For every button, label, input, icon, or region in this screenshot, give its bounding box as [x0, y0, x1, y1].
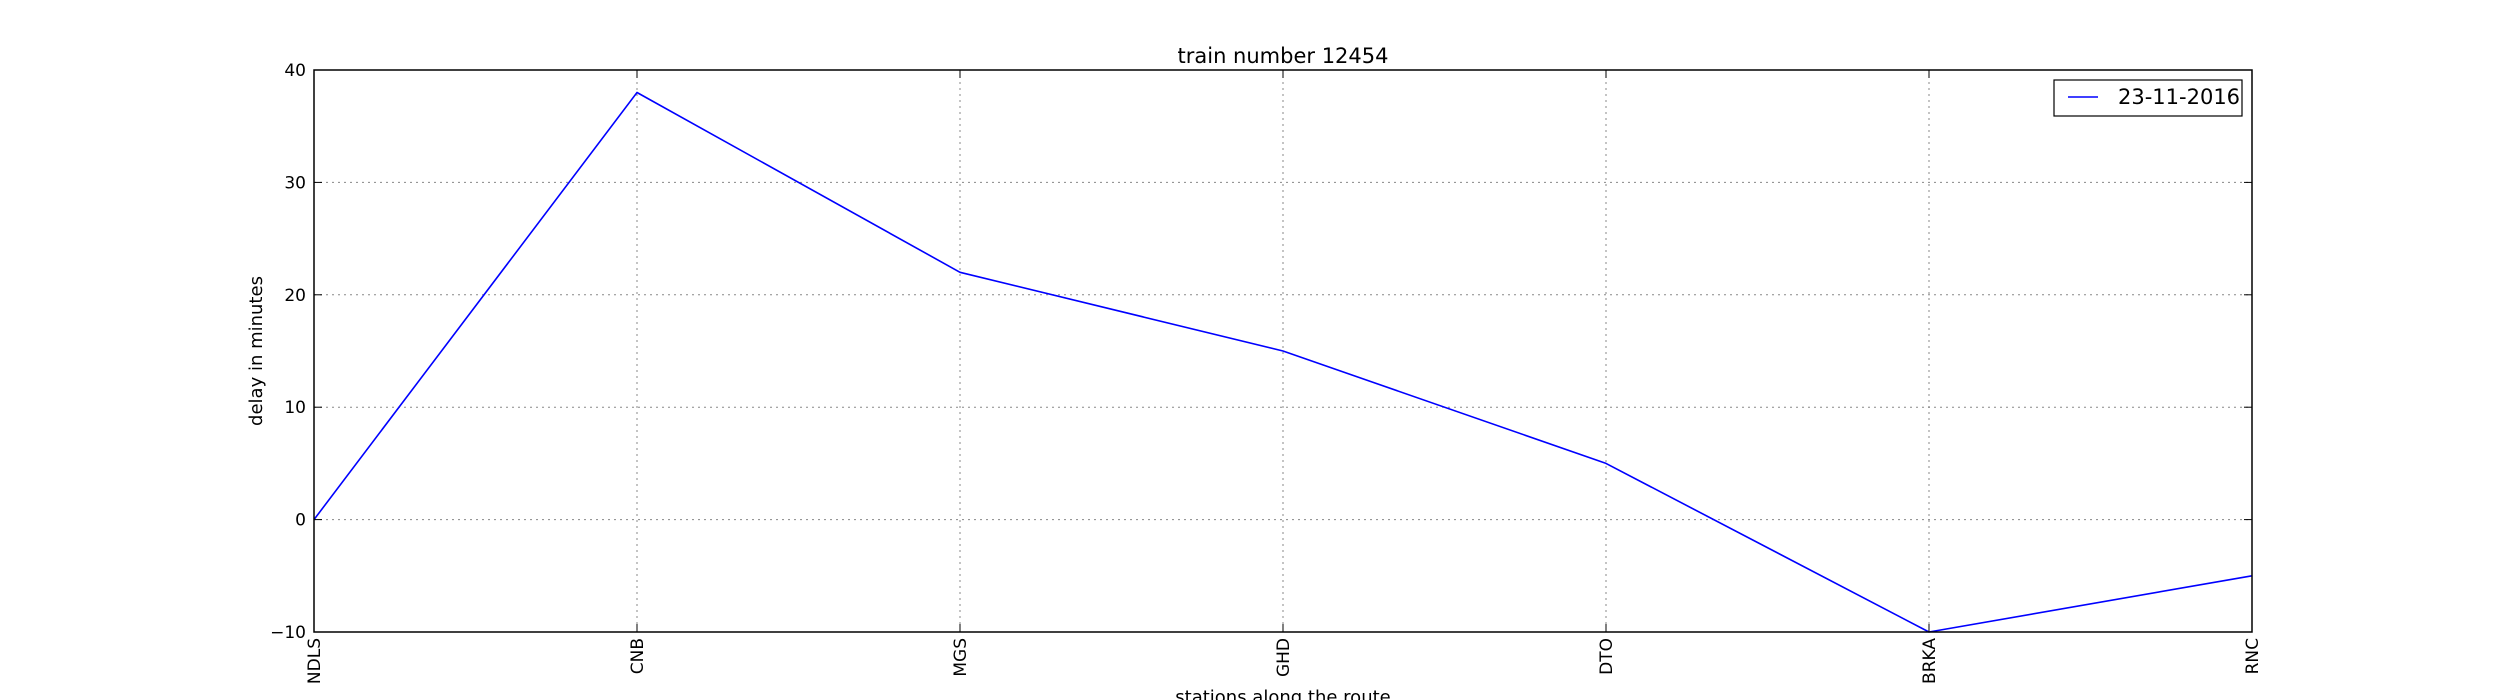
y-tick-label: 40 [284, 61, 306, 81]
y-axis: −10 0 10 20 30 40 [270, 61, 2252, 643]
legend: 23-11-2016 [2053, 79, 2243, 117]
legend-box [2053, 79, 2243, 117]
y-axis-label: delay in minutes [246, 276, 267, 426]
x-tick-label: MGS [951, 638, 971, 677]
x-tick-label: RNC [2243, 638, 2263, 674]
y-tick-label: 0 [295, 511, 306, 531]
x-tick-label: CNB [628, 638, 648, 674]
x-tick-label: BRKA [1920, 638, 1940, 684]
y-tick-label: 30 [284, 173, 306, 193]
chart-title: train number 12454 [1178, 44, 1389, 68]
x-tick-label: DTO [1597, 638, 1617, 675]
x-tick-label: NDLS [305, 638, 325, 684]
y-tick-label: −10 [270, 623, 306, 643]
y-tick-label: 20 [284, 286, 306, 306]
x-tick-label: GHD [1274, 638, 1294, 677]
legend-entry: 23-11-2016 [2118, 85, 2240, 109]
x-axis: NDLS CNB MGS GHD DTO BRKA RNC [305, 70, 2263, 684]
y-tick-label: 10 [284, 398, 306, 418]
x-axis-label: stations along the route [1175, 687, 1390, 700]
